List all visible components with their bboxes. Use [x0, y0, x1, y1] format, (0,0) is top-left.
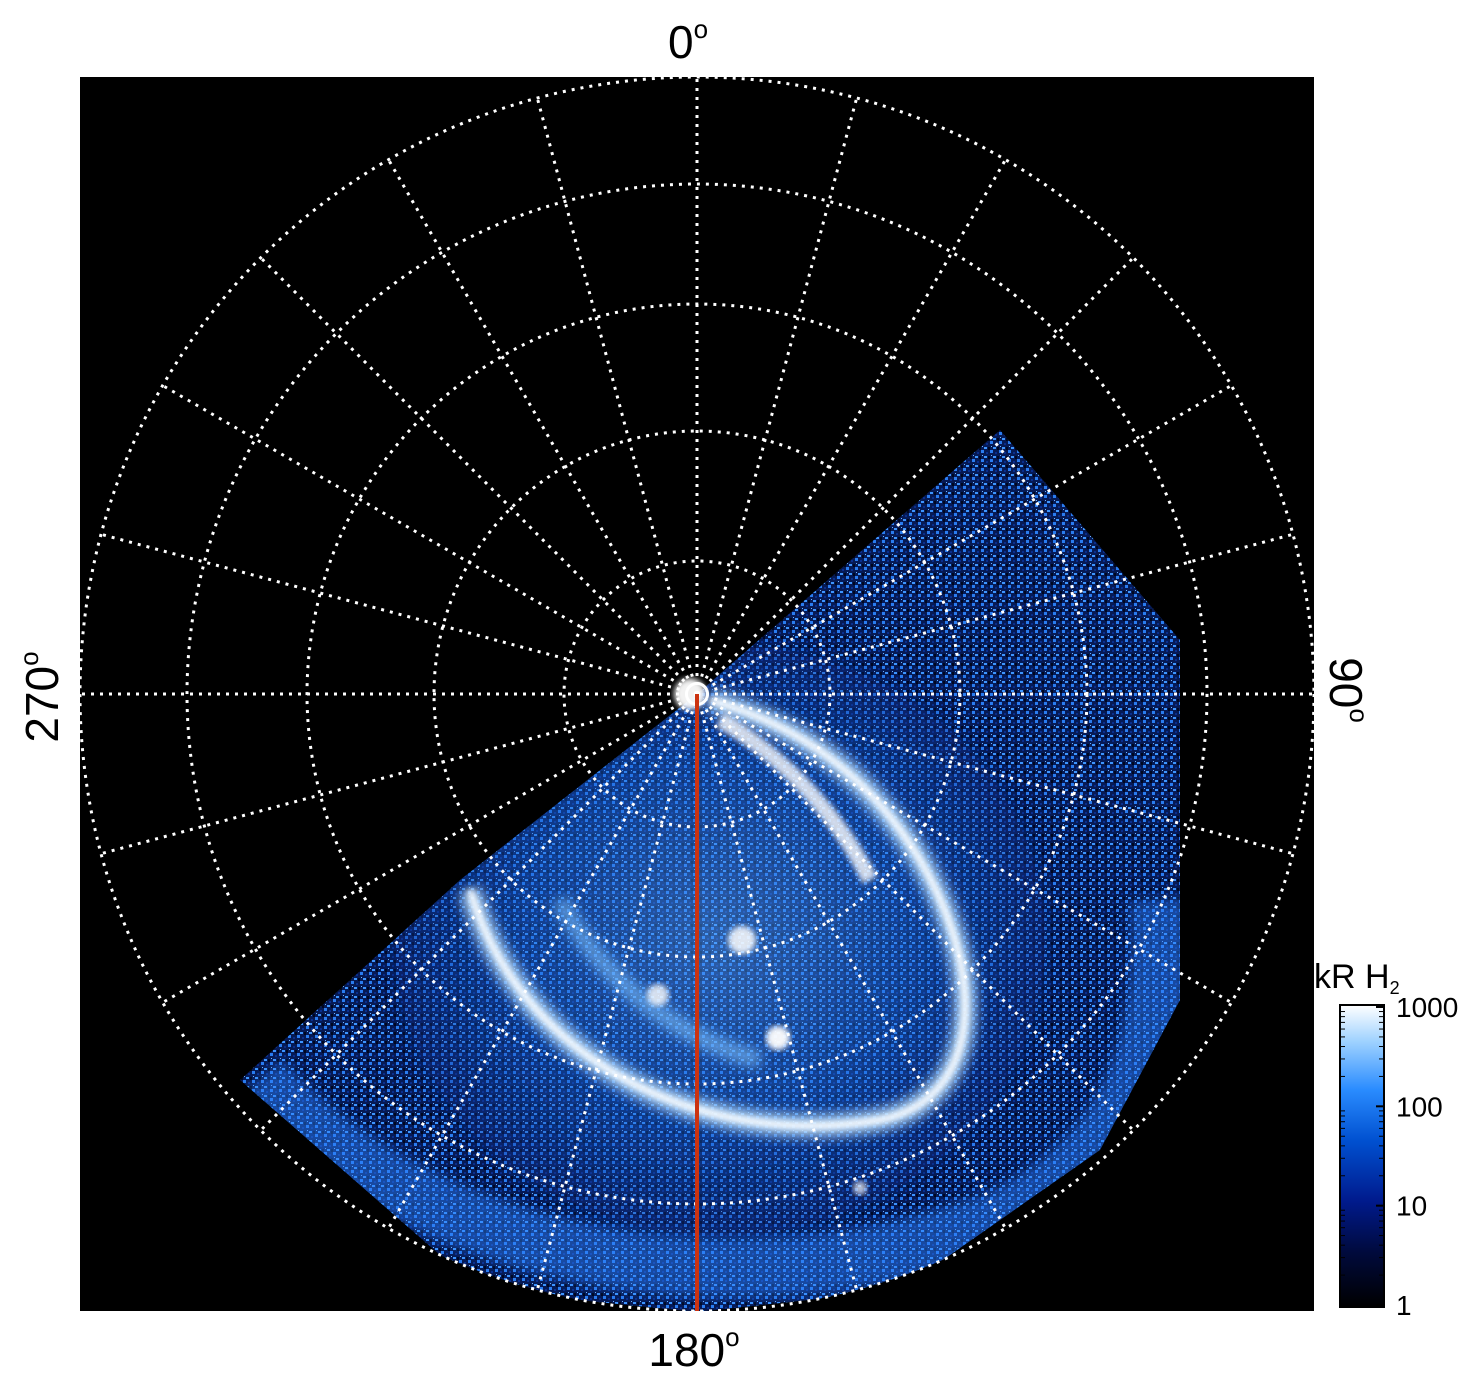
angle-label-right: 90o: [1320, 657, 1374, 723]
colorbar-ticks: 1000 100 10 1: [1340, 992, 1458, 1321]
meridian-line: [695, 158, 1007, 695]
colorbar-tick-label: 1: [1396, 1290, 1412, 1321]
meridian-line: [695, 693, 1007, 1230]
colorbar-tick-label: 100: [1396, 1091, 1443, 1122]
colorbar-gradient: [1339, 1004, 1385, 1308]
meridian-line: [100, 532, 698, 696]
meridian-line: [387, 693, 699, 1230]
meridian-line: [695, 693, 859, 1291]
meridian-line: [259, 692, 699, 1132]
colorbar-tick-label: 10: [1396, 1191, 1427, 1222]
meridian-line: [535, 97, 699, 695]
colorbar: kR H2 1000 100 10 1: [1314, 958, 1458, 1321]
meridian-line: [696, 692, 1233, 1004]
meridian-line: [387, 158, 699, 695]
meridian-line: [696, 384, 1233, 696]
meridian-line: [535, 693, 699, 1291]
meridian-line: [161, 692, 698, 1004]
angle-label-left: 270o: [14, 651, 68, 742]
meridian-line: [259, 256, 699, 696]
colorbar-tick-label: 1000: [1396, 992, 1458, 1023]
colorbar-title: kR H2: [1314, 958, 1400, 998]
meridian-line: [695, 692, 1135, 1132]
parallel-ring: [78, 75, 1316, 1313]
meridian-line: [696, 692, 1294, 856]
meridian-line: [695, 256, 1135, 696]
meridian-line: [100, 692, 698, 856]
angle-label-top: 0o: [668, 14, 708, 68]
meridian-line: [696, 532, 1294, 696]
angle-label-bottom: 180o: [648, 1322, 739, 1376]
meridian-line: [161, 384, 698, 696]
meridian-line: [695, 97, 859, 695]
